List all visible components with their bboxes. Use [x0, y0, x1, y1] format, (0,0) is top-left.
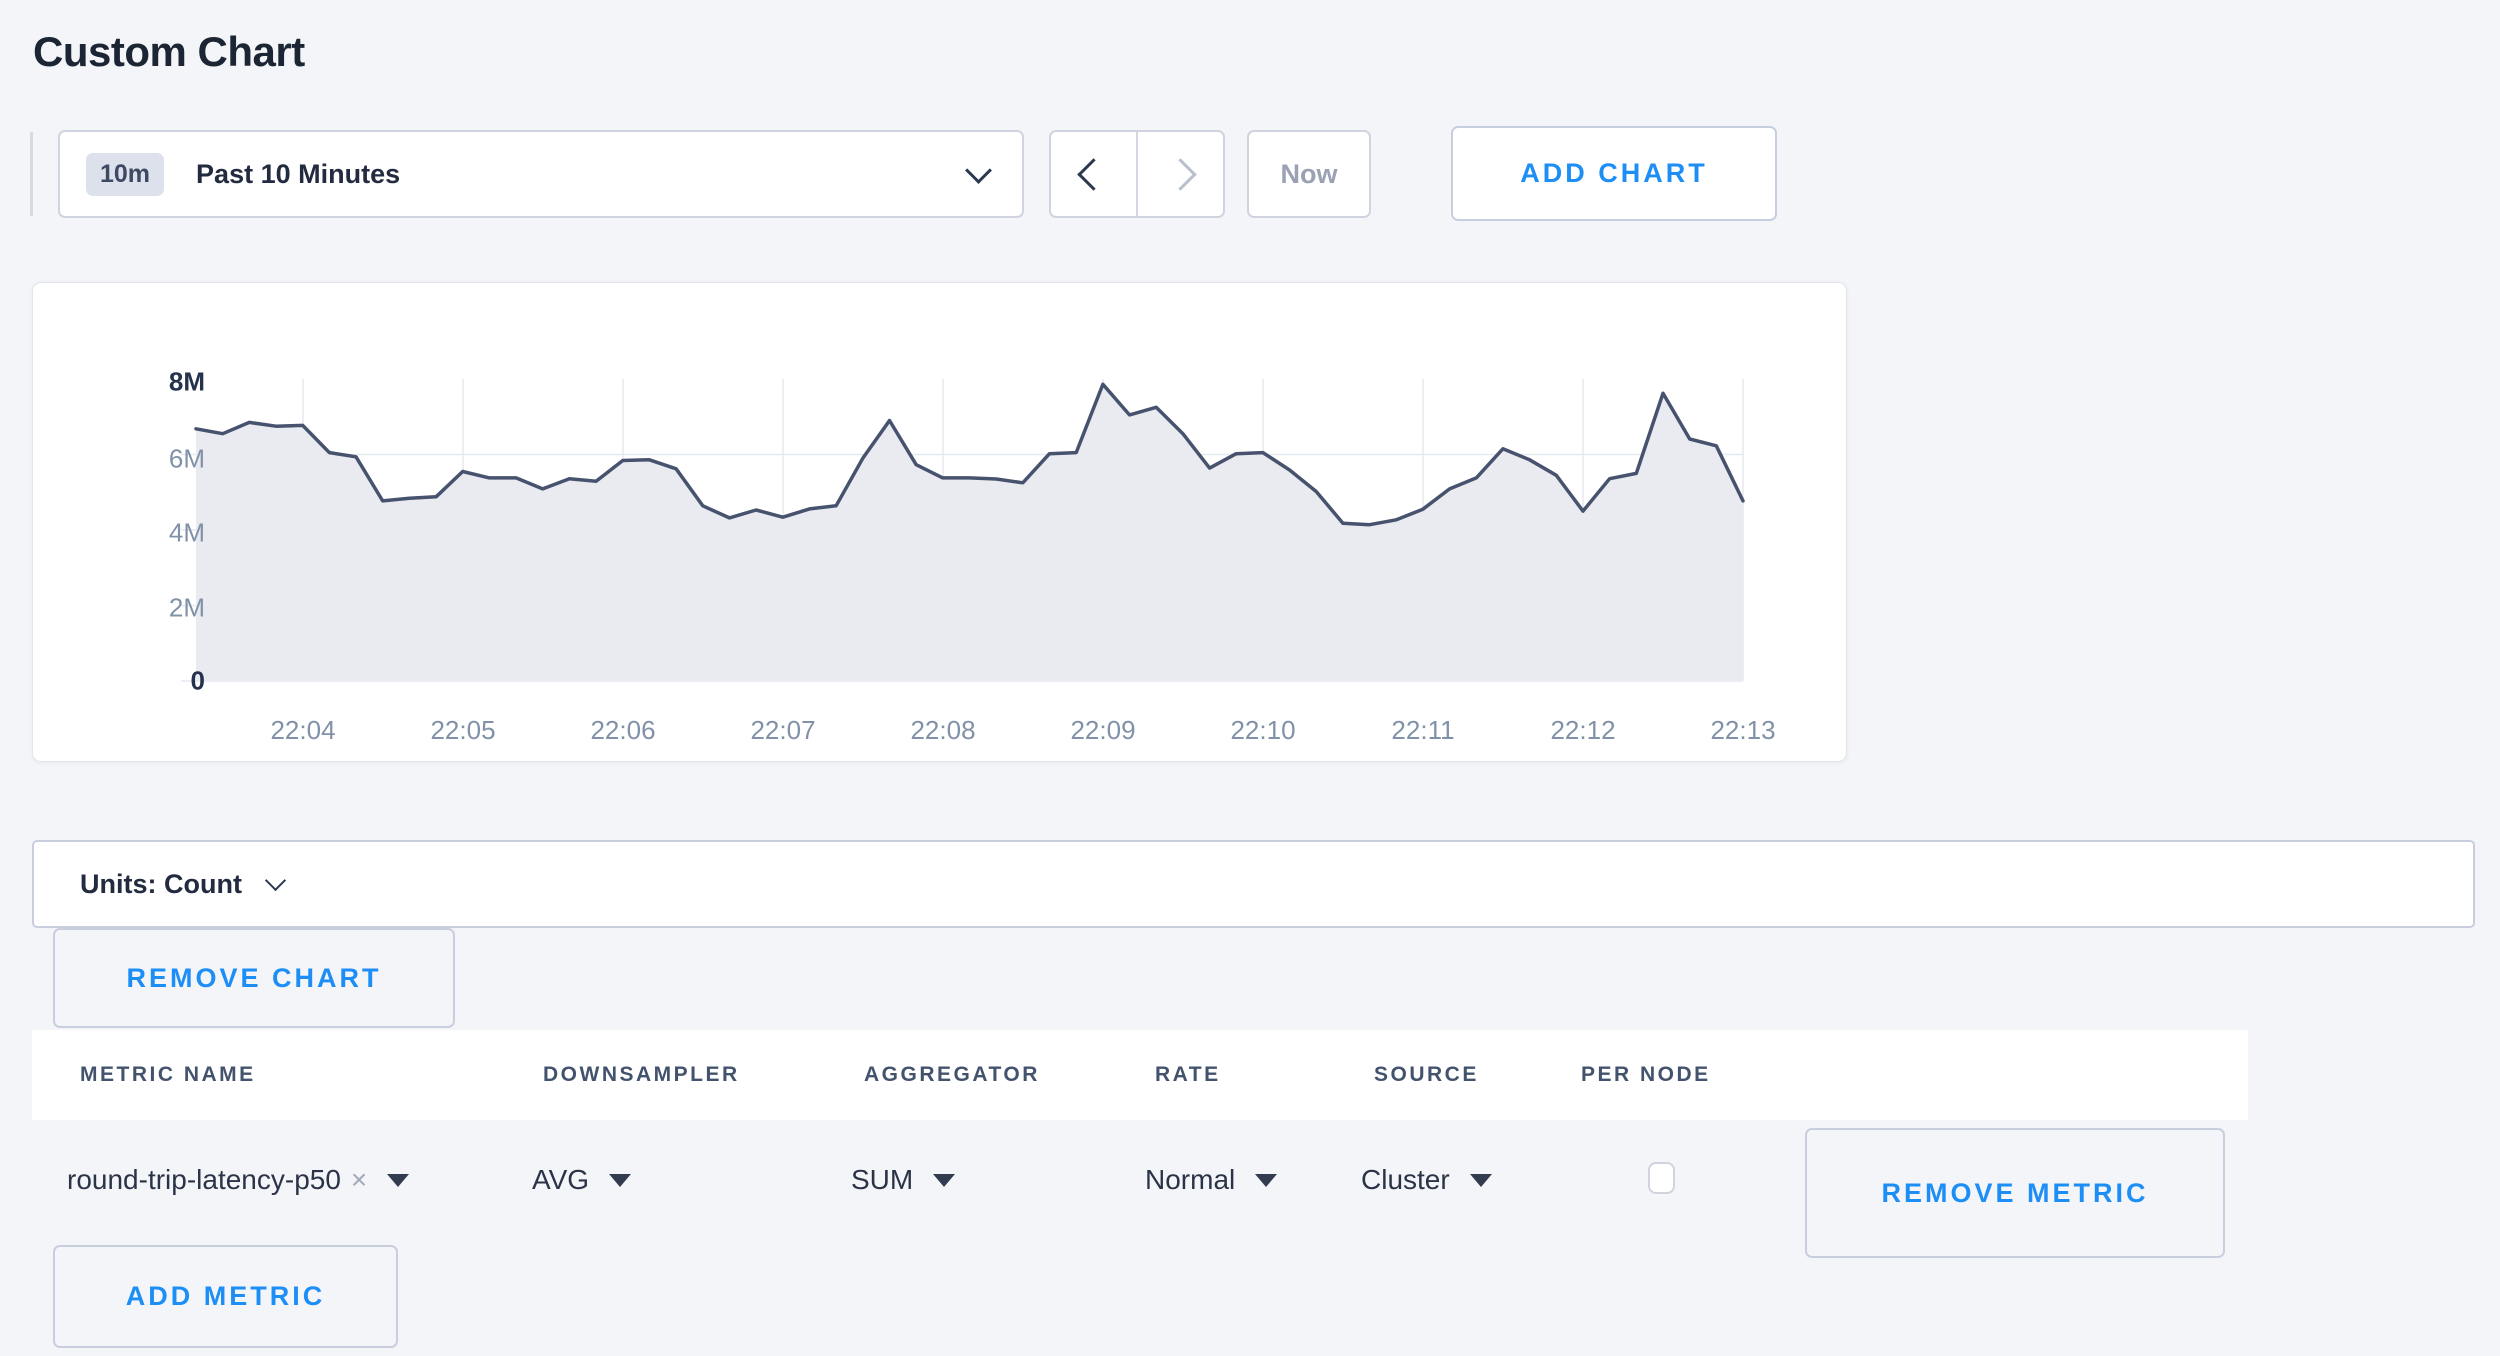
series-area-fill [196, 384, 1743, 681]
previous-range-button[interactable] [1051, 132, 1136, 216]
metric-name-select[interactable]: round-trip-latency-p50 × [67, 1164, 410, 1196]
x-axis-tick: 22:04 [270, 715, 336, 745]
y-axis-tick: 2M [168, 592, 205, 623]
y-axis-tick: 0 [190, 665, 205, 696]
column-header-source: SOURCE [1374, 1063, 1479, 1086]
time-window-label: Past 10 Minutes [196, 158, 401, 189]
caret-down-icon [609, 1173, 632, 1187]
caret-down-icon [1469, 1173, 1492, 1187]
units-dropdown[interactable]: Units: Count [32, 840, 2475, 928]
caret-down-icon [1255, 1173, 1278, 1187]
column-header-downsampler: DOWNSAMPLER [543, 1063, 740, 1086]
source-select[interactable]: Cluster [1361, 1164, 1492, 1196]
x-axis-tick: 22:05 [430, 715, 496, 745]
downsampler-select[interactable]: AVG [532, 1164, 632, 1196]
metrics-table-header: METRIC NAME DOWNSAMPLER AGGREGATOR RATE … [32, 1030, 2248, 1120]
units-label: Units: Count [80, 868, 242, 899]
downsampler-value: AVG [532, 1164, 590, 1195]
rate-select[interactable]: Normal [1145, 1164, 1278, 1196]
aggregator-select[interactable]: SUM [851, 1164, 956, 1196]
x-axis-tick: 22:10 [1230, 715, 1296, 745]
metric-name-value: round-trip-latency-p50 [67, 1164, 341, 1195]
x-axis-tick: 22:11 [1391, 715, 1455, 745]
next-range-button[interactable] [1138, 132, 1223, 216]
now-button[interactable]: Now [1247, 130, 1371, 218]
x-axis-tick: 22:13 [1710, 715, 1776, 745]
time-range-dropdown[interactable]: 10m Past 10 Minutes [58, 130, 1024, 218]
clear-metric-icon[interactable]: × [350, 1164, 368, 1195]
chevron-down-icon [965, 156, 992, 184]
x-axis-tick: 22:12 [1550, 715, 1616, 745]
y-axis-tick: 6M [168, 443, 205, 474]
column-header-metric-name: METRIC NAME [80, 1063, 256, 1086]
page-title: Custom Chart [33, 28, 305, 75]
time-range-arrows [1049, 130, 1225, 218]
chevron-down-icon [264, 869, 287, 891]
arrows-divider [1136, 132, 1138, 216]
column-header-aggregator: AGGREGATOR [864, 1063, 1040, 1086]
series-line [194, 382, 1745, 527]
y-axis-tick: 4M [168, 517, 205, 548]
caret-down-icon [387, 1173, 410, 1187]
column-header-rate: RATE [1155, 1063, 1221, 1086]
timeseries-chart[interactable] [33, 283, 1846, 761]
chevron-right-icon [1164, 157, 1197, 191]
y-axis-tick: 8M [168, 366, 205, 397]
now-button-label: Now [1280, 158, 1338, 189]
column-header-per-node: PER NODE [1581, 1063, 1711, 1086]
add-chart-button[interactable]: ADD CHART [1451, 126, 1777, 221]
chevron-left-icon [1077, 157, 1110, 191]
custom-chart-card: 8M 6M 4M 2M 0 22:04 22:05 22:06 22:07 22:08 2… [32, 282, 1847, 762]
caret-down-icon [933, 1173, 956, 1187]
source-value: Cluster [1361, 1164, 1450, 1195]
aggregator-value: SUM [851, 1164, 914, 1195]
x-axis-tick: 22:08 [910, 715, 976, 745]
remove-chart-button[interactable]: REMOVE CHART [53, 928, 455, 1028]
x-axis-tick: 22:07 [750, 715, 816, 745]
x-axis-tick: 22:06 [590, 715, 656, 745]
rate-value: Normal [1145, 1164, 1236, 1195]
x-axis-tick: 22:09 [1070, 715, 1136, 745]
add-metric-button[interactable]: ADD METRIC [53, 1245, 398, 1348]
remove-metric-button[interactable]: REMOVE METRIC [1805, 1128, 2225, 1258]
toolbar-left-divider [30, 132, 33, 216]
time-window-badge: 10m [86, 152, 165, 196]
per-node-checkbox[interactable] [1648, 1162, 1675, 1194]
